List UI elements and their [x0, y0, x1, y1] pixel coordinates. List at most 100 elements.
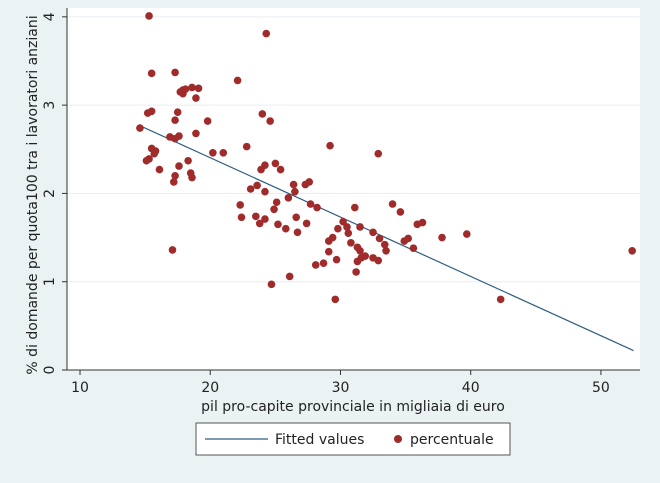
data-point [261, 215, 269, 223]
data-point [344, 229, 353, 237]
data-point [293, 228, 302, 237]
data-point [374, 256, 383, 265]
data-point [374, 149, 383, 158]
y-tick-label: 2 [42, 189, 58, 198]
data-point [418, 218, 427, 227]
y-tick-label: 0 [42, 366, 58, 375]
data-point [313, 203, 321, 212]
data-point [347, 239, 355, 247]
data-point [261, 187, 269, 196]
y-tick-label: 4 [42, 12, 58, 21]
data-point [192, 94, 200, 102]
data-point [324, 247, 333, 256]
legend: Fitted values percentuale [195, 422, 511, 456]
data-point [361, 252, 370, 260]
data-point [404, 234, 412, 243]
y-tick-label: 3 [42, 101, 58, 110]
y-tick-label: 1 [42, 277, 58, 286]
data-point [284, 194, 293, 202]
data-point [496, 295, 505, 304]
data-point [375, 234, 384, 243]
legend-fitted-label: Fitted values [275, 432, 364, 448]
data-point [242, 142, 251, 151]
data-point [262, 29, 271, 38]
data-point [145, 155, 153, 163]
data-point [175, 162, 183, 170]
x-tick-label: 40 [462, 380, 480, 396]
data-point [382, 247, 390, 255]
data-point [353, 257, 362, 266]
data-point [388, 200, 397, 208]
fitted-values-line [140, 125, 634, 352]
data-point [276, 165, 285, 174]
data-point [272, 198, 281, 207]
data-point [462, 230, 471, 238]
data-point [271, 159, 280, 168]
data-point [171, 68, 179, 77]
data-point [266, 117, 274, 125]
data-point [356, 223, 364, 231]
x-tick-label: 20 [201, 380, 219, 396]
data-point [289, 180, 298, 189]
data-point [380, 240, 389, 249]
data-point [334, 224, 342, 233]
data-point [147, 69, 156, 78]
data-point [285, 272, 294, 281]
data-point [194, 84, 203, 93]
data-point [291, 187, 299, 196]
data-point [261, 161, 269, 169]
data-point [168, 246, 177, 254]
data-point [171, 171, 179, 180]
data-point [145, 12, 153, 20]
data-point [252, 212, 260, 221]
data-point [175, 132, 183, 140]
x-tick-label: 10 [71, 380, 89, 396]
data-point [150, 149, 159, 158]
plot-area [67, 8, 640, 370]
y-axis-title: % di domande per quota100 tra i lavorato… [25, 15, 41, 374]
y-ticks: 0 1 2 3 4 [42, 12, 67, 374]
data-point [332, 255, 341, 264]
data-point [237, 213, 246, 222]
data-point [253, 181, 261, 190]
data-point [281, 224, 290, 233]
data-point [192, 129, 200, 138]
data-point [267, 280, 276, 289]
x-tick-label: 30 [332, 380, 350, 396]
data-point [351, 203, 359, 212]
legend-points-label: percentuale [410, 432, 494, 448]
data-point [352, 268, 360, 276]
data-point [136, 124, 144, 132]
data-point [188, 173, 196, 182]
data-point [147, 107, 156, 116]
x-ticks: 10 20 30 40 50 [71, 370, 610, 396]
data-point [274, 220, 282, 229]
data-point [356, 247, 364, 255]
data-point [270, 205, 278, 214]
data-point [326, 141, 334, 150]
data-point [409, 244, 418, 252]
data-point [236, 201, 245, 209]
data-point [339, 217, 347, 226]
data-point [305, 178, 314, 186]
scatter-points [136, 12, 636, 304]
data-point [181, 85, 190, 94]
data-point [203, 117, 212, 125]
data-point [155, 165, 164, 174]
data-point [328, 233, 337, 242]
legend-point-marker [394, 435, 402, 443]
data-point [331, 295, 340, 304]
data-point [396, 208, 405, 216]
data-point [311, 261, 320, 269]
data-point [188, 83, 196, 92]
data-point [292, 213, 301, 222]
data-point [438, 233, 446, 242]
data-point [219, 149, 228, 157]
data-point [169, 178, 178, 186]
fitted-line-layer [140, 125, 634, 352]
data-point [171, 116, 179, 124]
x-tick-label: 50 [592, 380, 610, 396]
data-point [255, 219, 264, 228]
